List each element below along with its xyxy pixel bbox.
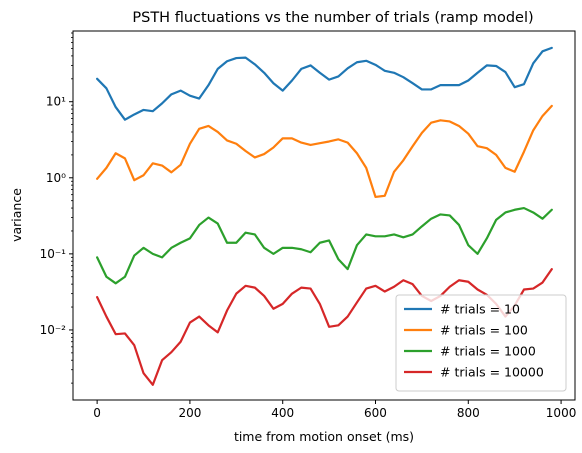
y-tick-label: 10¹ <box>46 95 66 109</box>
x-axis-label: time from motion onset (ms) <box>234 429 414 444</box>
x-tick-label: 1000 <box>546 406 577 420</box>
y-tick-label: 10⁰ <box>46 171 66 185</box>
legend-box <box>395 294 567 392</box>
x-tick-label: 200 <box>178 406 201 420</box>
legend-label-3: # trials = 1000 <box>440 344 536 359</box>
legend-label-2: # trials = 100 <box>440 323 528 338</box>
x-tick-label: 600 <box>364 406 387 420</box>
y-tick-label: 10⁻² <box>40 323 67 337</box>
series-line-2 <box>96 104 553 199</box>
plot-frame <box>72 30 576 401</box>
series-line-1 <box>96 46 553 121</box>
y-axis: 10⁻² 10⁻¹ 10⁰ 10¹ <box>40 32 73 384</box>
legend-label-1: # trials = 10 <box>440 302 520 317</box>
legend: # trials = 10 # trials = 100 # trials = 10… <box>395 294 567 392</box>
chart-title: PSTH fluctuations vs the number of trial… <box>132 10 533 26</box>
plot-area: 0 200 400 600 800 1000 10⁻² 10⁻¹ 10⁰ 10¹ <box>40 30 576 420</box>
legend-label-4: # trials = 10000 <box>440 365 544 380</box>
y-axis-label: variance <box>9 188 24 242</box>
series-line-3 <box>96 206 553 285</box>
x-axis: 0 200 400 600 800 1000 <box>93 400 576 420</box>
y-tick-label: 10⁻¹ <box>40 247 67 261</box>
x-tick-label: 400 <box>271 406 294 420</box>
x-tick-label: 0 <box>93 406 101 420</box>
series-layer <box>96 46 553 386</box>
series-line-4 <box>96 268 553 386</box>
x-tick-label: 800 <box>457 406 480 420</box>
